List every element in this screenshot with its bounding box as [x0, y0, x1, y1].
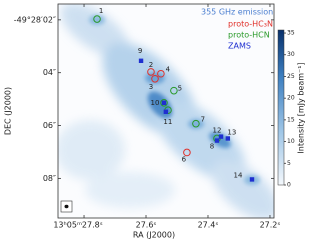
- zams-marker: [218, 134, 224, 139]
- colorbar-tick-label: 0: [287, 182, 291, 189]
- legend-label: proto-HCN: [228, 31, 270, 40]
- source-marker: [93, 15, 101, 23]
- source-label: 11: [163, 118, 172, 126]
- zams-marker: [161, 100, 167, 106]
- x-tick-label: 13ʰ05ᵐ27.8ˢ: [53, 221, 102, 230]
- x-axis-label: RA (J2000): [133, 231, 175, 240]
- source-label: 9: [138, 47, 142, 55]
- legend-title: 355 GHz emission: [201, 8, 273, 17]
- source-marker: [157, 69, 165, 78]
- colorbar-tick-label: 30: [287, 51, 295, 58]
- x-tick-label: 27.4ˢ: [198, 221, 219, 230]
- colorbar-tick-label: 10: [287, 138, 295, 145]
- zams-marker: [225, 136, 231, 141]
- source-marker: [192, 119, 200, 128]
- source-marker: [160, 99, 168, 107]
- beam: [64, 204, 69, 209]
- source-label: 14: [234, 171, 243, 179]
- colorbar: [277, 29, 285, 186]
- source-label: 5: [178, 85, 182, 93]
- y-tick-label: -49°28′02″: [14, 15, 56, 24]
- source-label: 1: [99, 7, 103, 15]
- source-label: 6: [182, 155, 187, 163]
- source-label: 2: [149, 61, 153, 69]
- colorbar-label: Intensity [mJy beam⁻¹]: [297, 62, 306, 153]
- source-marker: [151, 74, 159, 83]
- legend-label: proto-HC₃N: [228, 20, 273, 29]
- plot-frame: [57, 3, 275, 219]
- y-tick-label: 06″: [43, 121, 56, 130]
- zams-marker: [214, 138, 220, 143]
- x-tick-label: 27.6ˢ: [136, 221, 157, 230]
- source-label: 10: [151, 99, 160, 107]
- y-tick-label: 08″: [43, 174, 56, 183]
- zams-marker: [249, 177, 255, 182]
- source-label: 4: [166, 66, 171, 74]
- source-label: 7: [201, 116, 205, 124]
- source-label: 12: [213, 127, 222, 135]
- chart: RA (J2000) DEC (J2000) Intensity [mJy be…: [4, 3, 306, 240]
- colorbar-tick-label: 5: [287, 160, 291, 167]
- zams-marker: [163, 109, 169, 114]
- y-axis-label: DEC (J2000): [4, 87, 13, 135]
- source-marker: [183, 148, 191, 157]
- zams-marker: [138, 58, 144, 64]
- colorbar-tick-label: 15: [287, 116, 295, 123]
- source-label: 3: [149, 83, 153, 91]
- source-marker: [147, 68, 155, 76]
- colorbar-tick-label: 25: [287, 73, 295, 80]
- legend-label: ZAMS: [228, 42, 251, 51]
- source-label: 8: [210, 143, 214, 151]
- x-tick-label: 27.2ˢ: [260, 221, 281, 230]
- source-marker: [170, 86, 178, 95]
- source-label: 13: [227, 128, 236, 136]
- colorbar-tick-label: 20: [287, 95, 295, 102]
- colorbar-tick-label: 35: [287, 30, 295, 37]
- y-tick-label: 04″: [43, 68, 56, 77]
